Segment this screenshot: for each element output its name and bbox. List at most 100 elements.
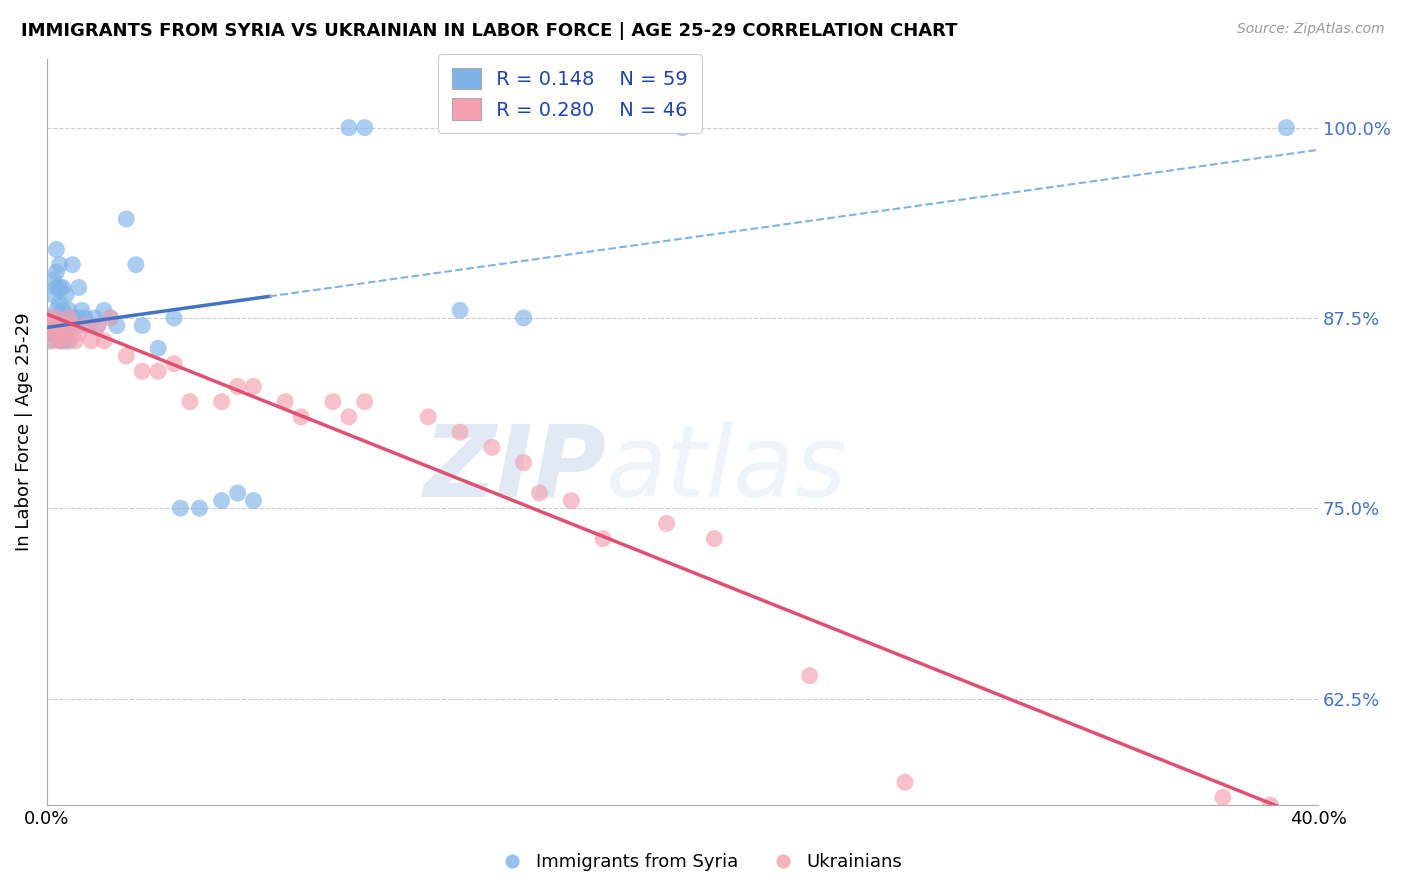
Point	[42, 334, 65, 348]
Point	[179, 394, 201, 409]
Point	[58, 310, 80, 325]
Point	[512, 456, 534, 470]
Point	[529, 486, 551, 500]
Point	[65, 334, 87, 348]
Point	[39, 334, 62, 348]
Point	[655, 516, 678, 531]
Point	[48, 295, 70, 310]
Point	[48, 334, 70, 348]
Point	[93, 334, 115, 348]
Point	[52, 280, 75, 294]
Point	[65, 318, 87, 333]
Point	[42, 326, 65, 341]
Point	[55, 310, 77, 325]
Point	[45, 326, 67, 341]
Point	[67, 310, 90, 325]
Point	[45, 303, 67, 318]
Point	[77, 318, 100, 333]
Point	[48, 318, 70, 333]
Point	[105, 318, 128, 333]
Point	[337, 409, 360, 424]
Point	[39, 318, 62, 333]
Point	[45, 265, 67, 279]
Point	[163, 310, 186, 325]
Point	[42, 273, 65, 287]
Legend:  R = 0.148    N = 59,  R = 0.280    N = 46: R = 0.148 N = 59, R = 0.280 N = 46	[439, 54, 702, 133]
Point	[449, 425, 471, 439]
Point	[353, 394, 375, 409]
Point	[52, 303, 75, 318]
Point	[131, 364, 153, 378]
Point	[42, 318, 65, 333]
Point	[211, 493, 233, 508]
Y-axis label: In Labor Force | Age 25-29: In Labor Force | Age 25-29	[15, 313, 32, 551]
Point	[52, 334, 75, 348]
Point	[418, 409, 440, 424]
Point	[671, 120, 693, 135]
Point	[242, 379, 264, 393]
Point	[211, 394, 233, 409]
Text: atlas: atlas	[606, 421, 848, 518]
Point	[55, 334, 77, 348]
Point	[337, 120, 360, 135]
Point	[226, 486, 249, 500]
Point	[93, 303, 115, 318]
Legend: Immigrants from Syria, Ukrainians: Immigrants from Syria, Ukrainians	[496, 847, 910, 879]
Point	[125, 258, 148, 272]
Point	[45, 318, 67, 333]
Point	[55, 288, 77, 302]
Point	[83, 310, 105, 325]
Text: Source: ZipAtlas.com: Source: ZipAtlas.com	[1237, 22, 1385, 37]
Point	[58, 334, 80, 348]
Point	[1260, 798, 1282, 813]
Point	[67, 326, 90, 341]
Point	[353, 120, 375, 135]
Point	[115, 212, 138, 227]
Point	[70, 303, 93, 318]
Point	[55, 326, 77, 341]
Point	[58, 318, 80, 333]
Point	[42, 310, 65, 325]
Point	[80, 334, 103, 348]
Point	[146, 342, 169, 356]
Point	[45, 310, 67, 325]
Point	[58, 303, 80, 318]
Point	[100, 310, 122, 325]
Point	[39, 310, 62, 325]
Point	[131, 318, 153, 333]
Text: IMMIGRANTS FROM SYRIA VS UKRAINIAN IN LABOR FORCE | AGE 25-29 CORRELATION CHART: IMMIGRANTS FROM SYRIA VS UKRAINIAN IN LA…	[21, 22, 957, 40]
Point	[322, 394, 344, 409]
Point	[87, 318, 110, 333]
Point	[894, 775, 917, 789]
Point	[226, 379, 249, 393]
Point	[799, 668, 821, 682]
Point	[146, 364, 169, 378]
Point	[42, 288, 65, 302]
Point	[188, 501, 211, 516]
Point	[45, 310, 67, 325]
Point	[39, 326, 62, 341]
Point	[55, 318, 77, 333]
Point	[703, 532, 725, 546]
Point	[45, 243, 67, 257]
Point	[73, 318, 96, 333]
Point	[115, 349, 138, 363]
Point	[592, 532, 614, 546]
Point	[45, 280, 67, 294]
Point	[163, 357, 186, 371]
Point	[60, 318, 83, 333]
Point	[52, 318, 75, 333]
Point	[1275, 120, 1298, 135]
Point	[290, 409, 312, 424]
Point	[169, 501, 191, 516]
Point	[60, 310, 83, 325]
Point	[481, 441, 503, 455]
Point	[67, 280, 90, 294]
Point	[560, 493, 582, 508]
Point	[39, 310, 62, 325]
Point	[48, 258, 70, 272]
Point	[87, 318, 110, 333]
Point	[48, 318, 70, 333]
Point	[39, 318, 62, 333]
Point	[52, 326, 75, 341]
